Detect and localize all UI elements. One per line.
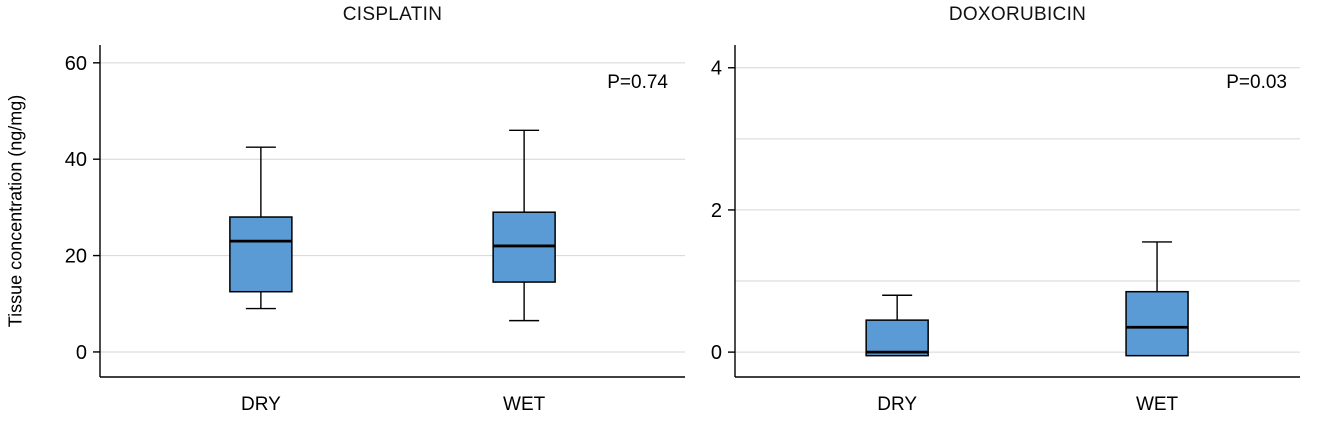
p-value-doxorubicin: P=0.03 <box>1226 72 1287 93</box>
chart-cisplatin: CISPLATIN Tissue concentration (ng/mg) P… <box>6 4 685 415</box>
y-tick-label: 20 <box>65 246 87 268</box>
doxorubicin-plot-area: 0 2 4 DRY WET <box>711 45 1300 415</box>
chart-title-doxorubicin: DOXORUBICIN <box>948 4 1087 25</box>
chart-title-cisplatin: CISPLATIN <box>342 4 443 25</box>
y-tick-label: 60 <box>65 53 87 75</box>
y-tick-label: 40 <box>65 149 87 171</box>
cisplatin-plot-area: 0 20 40 60 DRY WET <box>65 45 685 415</box>
y-tick-label: 0 <box>711 342 722 364</box>
x-category-label: WET <box>1136 394 1179 415</box>
y-tick-label: 4 <box>711 58 722 80</box>
x-category-label: DRY <box>241 394 281 415</box>
p-value-cisplatin: P=0.74 <box>607 72 668 93</box>
box <box>865 319 929 357</box>
y-tick-label: 2 <box>711 200 722 222</box>
box <box>229 216 293 293</box>
x-category-label: WET <box>503 394 546 415</box>
box <box>1125 290 1189 357</box>
x-category-label: DRY <box>877 394 917 415</box>
chart-doxorubicin: DOXORUBICIN P=0.03 0 2 4 DRY WET <box>690 0 1320 431</box>
y-tick-label: 0 <box>76 342 87 364</box>
